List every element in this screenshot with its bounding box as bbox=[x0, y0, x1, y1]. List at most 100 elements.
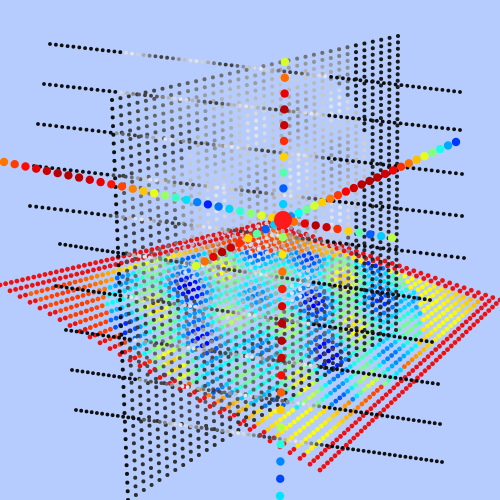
sagittal-voxel bbox=[362, 101, 367, 106]
coronal-voxel bbox=[193, 304, 198, 309]
axial-voxel bbox=[444, 336, 450, 342]
coronal-voxel bbox=[232, 268, 237, 273]
sagittal-voxel bbox=[296, 179, 301, 184]
sagittal-voxel bbox=[153, 138, 158, 143]
sagittal-voxel bbox=[216, 280, 221, 285]
coronal-voxel bbox=[214, 226, 218, 231]
coronal-voxel bbox=[238, 103, 243, 108]
axial-voxel bbox=[425, 333, 430, 339]
sagittal-voxel bbox=[254, 141, 259, 146]
axial-voxel bbox=[239, 395, 245, 401]
sagittal-voxel bbox=[306, 318, 311, 323]
sagittal-voxel bbox=[212, 146, 217, 151]
sagittal-voxel bbox=[346, 269, 351, 274]
sagittal-voxel bbox=[164, 431, 168, 436]
sagittal-voxel bbox=[322, 247, 326, 251]
sagittal-voxel bbox=[242, 361, 247, 366]
axial-voxel bbox=[152, 252, 158, 258]
sagittal-voxel bbox=[314, 335, 319, 340]
axial-voxel bbox=[159, 276, 165, 282]
coronal-voxel bbox=[106, 49, 111, 53]
axial-voxel bbox=[260, 268, 266, 274]
coronal-voxel bbox=[434, 125, 439, 130]
sagittal-voxel bbox=[386, 281, 391, 286]
coronal-voxel bbox=[112, 374, 116, 379]
coronal-voxel bbox=[194, 425, 199, 429]
sagittal-voxel bbox=[313, 165, 317, 170]
sagittal-voxel bbox=[183, 278, 188, 283]
coronal-voxel bbox=[119, 90, 124, 95]
sagittal-voxel bbox=[322, 331, 327, 335]
sagittal-voxel bbox=[118, 104, 123, 109]
axial-voxel bbox=[343, 442, 349, 448]
cursor-axis-point bbox=[0, 157, 9, 167]
sagittal-voxel bbox=[267, 370, 272, 375]
axial-voxel bbox=[414, 305, 419, 310]
axial-voxel bbox=[93, 260, 98, 266]
coronal-voxel bbox=[242, 312, 246, 316]
sagittal-voxel bbox=[320, 78, 325, 83]
sagittal-voxel bbox=[387, 139, 392, 144]
axial-voxel bbox=[209, 288, 215, 293]
sagittal-voxel bbox=[222, 198, 227, 203]
coronal-voxel bbox=[72, 126, 77, 131]
coronal-voxel bbox=[266, 149, 271, 154]
sagittal-voxel bbox=[231, 234, 236, 239]
coronal-voxel bbox=[58, 242, 62, 246]
coronal-voxel bbox=[133, 133, 137, 138]
sagittal-voxel bbox=[370, 316, 375, 321]
sagittal-voxel bbox=[338, 205, 342, 210]
sagittal-voxel bbox=[256, 239, 261, 244]
axial-voxel bbox=[94, 305, 100, 310]
axial-voxel bbox=[13, 287, 18, 292]
axial-voxel bbox=[324, 250, 330, 255]
sagittal-voxel bbox=[137, 160, 142, 165]
coronal-voxel bbox=[303, 362, 307, 367]
sagittal-voxel bbox=[378, 285, 383, 290]
axial-voxel bbox=[374, 376, 379, 382]
sagittal-voxel bbox=[193, 331, 198, 336]
sagittal-voxel bbox=[322, 345, 327, 349]
axial-voxel bbox=[251, 424, 257, 429]
sagittal-voxel bbox=[196, 428, 201, 433]
sagittal-voxel bbox=[185, 352, 190, 356]
cursor-axis-point bbox=[209, 252, 218, 261]
coronal-voxel bbox=[370, 289, 374, 294]
coronal-voxel bbox=[227, 267, 232, 272]
coronal-voxel bbox=[351, 116, 355, 121]
axial-voxel bbox=[359, 270, 364, 276]
axial-voxel bbox=[108, 326, 113, 332]
coronal-voxel bbox=[133, 216, 138, 221]
sagittal-voxel bbox=[262, 94, 266, 98]
axial-voxel bbox=[20, 277, 25, 283]
crosshair-cursor-axes[interactable] bbox=[0, 57, 461, 500]
sagittal-voxel bbox=[259, 382, 264, 387]
sagittal-voxel bbox=[243, 376, 248, 381]
axial-voxel bbox=[388, 342, 394, 348]
axial-voxel bbox=[343, 346, 348, 352]
sagittal-voxel bbox=[378, 298, 383, 303]
sagittal-voxel bbox=[168, 84, 173, 89]
axial-voxel bbox=[98, 259, 104, 264]
coronal-voxel bbox=[196, 99, 201, 103]
coronal-voxel bbox=[437, 253, 442, 257]
axial-voxel bbox=[53, 269, 59, 275]
coronal-voxel bbox=[216, 266, 221, 270]
sagittal-voxel bbox=[231, 211, 236, 216]
sagittal-voxel bbox=[395, 72, 400, 77]
coronal-voxel bbox=[290, 277, 295, 282]
cursor-axis-point bbox=[261, 225, 270, 234]
coronal-voxel bbox=[356, 243, 361, 248]
sagittal-voxel bbox=[256, 247, 261, 251]
axial-voxel bbox=[60, 290, 66, 296]
sagittal-voxel bbox=[306, 311, 311, 316]
sagittal-voxel bbox=[305, 261, 310, 266]
sagittal-voxel bbox=[275, 403, 280, 407]
axial-voxel bbox=[382, 301, 388, 307]
axial-voxel bbox=[316, 439, 322, 444]
sagittal-voxel bbox=[166, 260, 171, 265]
sagittal-voxel bbox=[117, 289, 122, 294]
sagittal-voxel bbox=[212, 435, 217, 439]
